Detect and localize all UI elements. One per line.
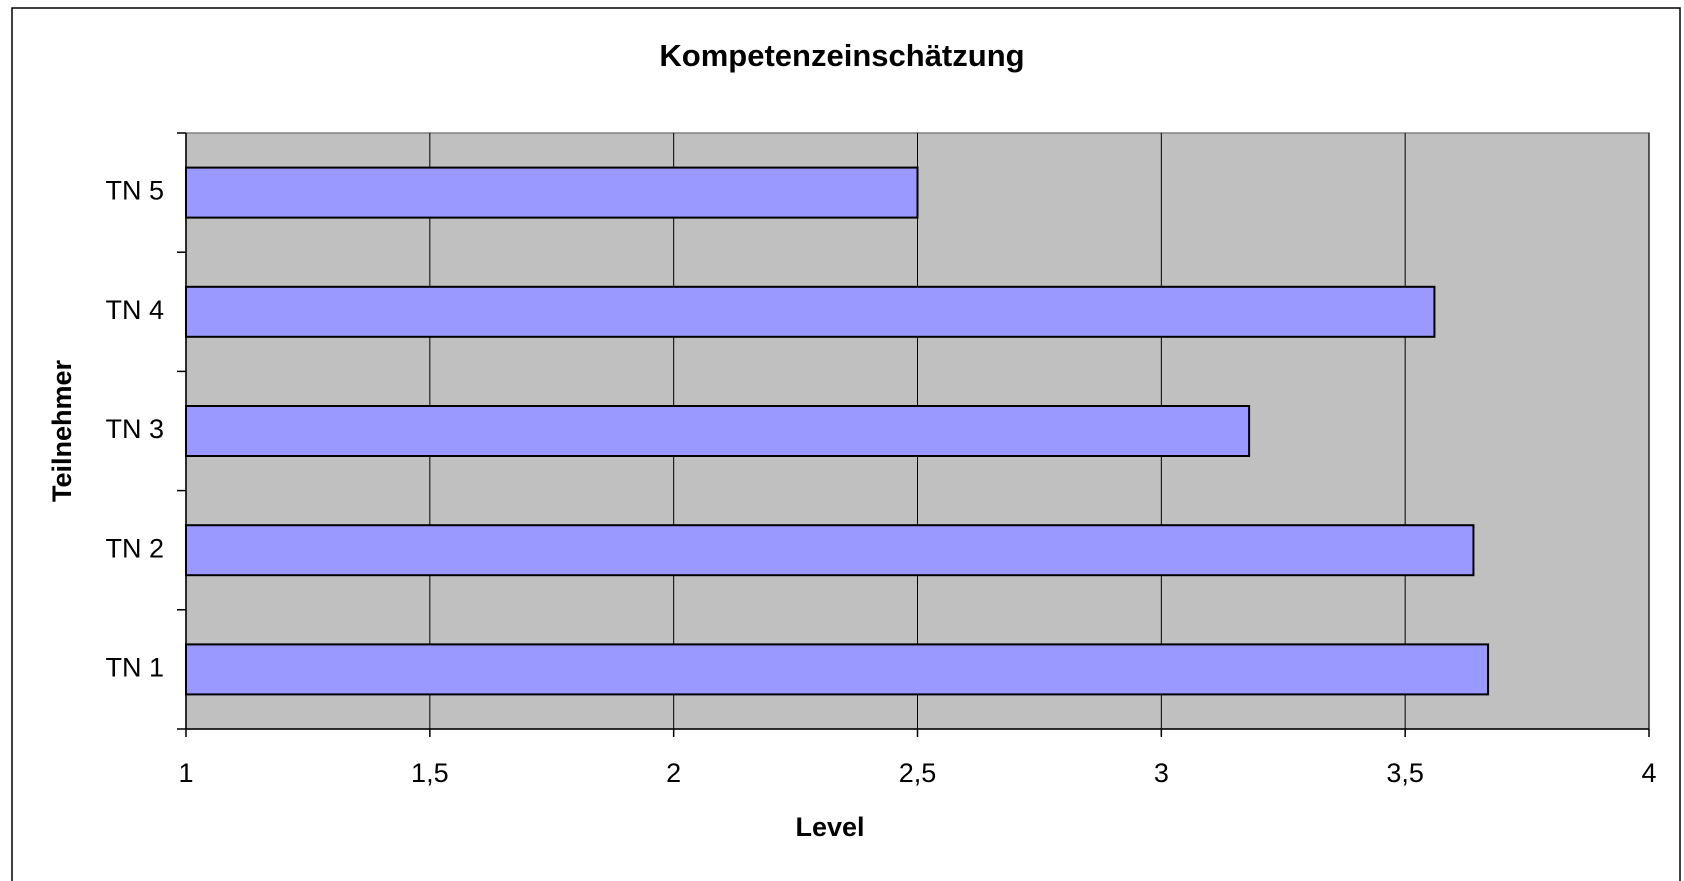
- y-tick-label: TN 5: [105, 176, 164, 206]
- x-tick-label: 2: [666, 758, 681, 788]
- x-axis-label: Level: [795, 812, 864, 842]
- y-axis-label: Teilnehmer: [47, 359, 77, 502]
- chart-title: Kompetenzeinschätzung: [659, 38, 1024, 73]
- x-tick-label: 4: [1641, 758, 1656, 788]
- x-tick-label: 3,5: [1386, 758, 1424, 788]
- bar: [185, 405, 1251, 457]
- bar: [185, 643, 1490, 696]
- y-tick-label: TN 3: [105, 414, 164, 444]
- bar: [185, 524, 1475, 577]
- y-tick-label: TN 2: [105, 533, 164, 563]
- bar: [185, 285, 1436, 338]
- x-tick-label: 1: [178, 758, 193, 788]
- y-tick-label: TN 4: [105, 295, 164, 325]
- x-tick-label: 2,5: [899, 758, 937, 788]
- x-tick-label: 1,5: [411, 758, 449, 788]
- y-tick-label: TN 1: [105, 653, 164, 683]
- x-tick-label: 3: [1154, 758, 1169, 788]
- bar: [185, 166, 919, 219]
